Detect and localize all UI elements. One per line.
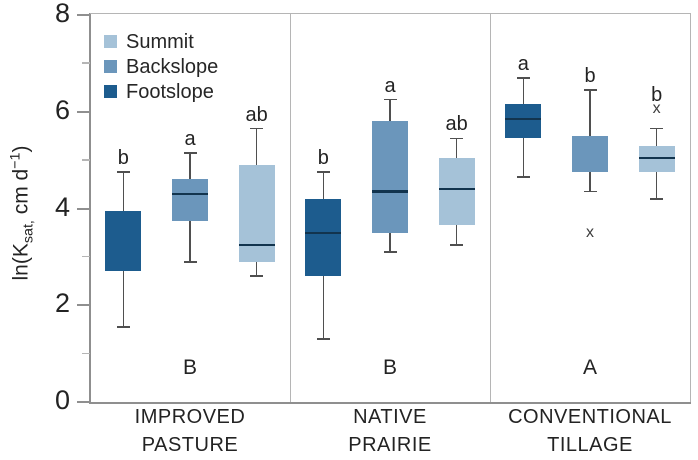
legend-label: Backslope xyxy=(126,55,219,78)
whisker-cap-bottom xyxy=(316,338,330,340)
y-axis-tick xyxy=(77,14,90,16)
legend-label: Footslope xyxy=(126,80,214,103)
whisker-cap-top xyxy=(316,171,330,173)
whisker-cap-top xyxy=(183,152,197,154)
legend-swatch-summit xyxy=(104,35,117,48)
significance-letter: ab xyxy=(245,103,268,126)
y-axis-tick xyxy=(77,401,90,403)
box-footslope xyxy=(505,104,542,139)
whisker-cap-top xyxy=(650,127,664,130)
significance-letter: b xyxy=(117,147,129,170)
y-axis-label-prefix: ln(K xyxy=(9,243,33,281)
whisker-cap-top xyxy=(116,171,130,173)
whisker-cap-top xyxy=(383,98,397,101)
legend-item: Summit xyxy=(104,29,218,54)
box-summit xyxy=(438,157,475,226)
treatment-letter: A xyxy=(582,356,597,379)
y-axis-tick xyxy=(77,207,90,210)
median-line xyxy=(372,190,408,193)
whisker-cap-bottom xyxy=(450,243,464,246)
treatment-letter: B xyxy=(182,356,197,379)
whisker-cap-top xyxy=(450,137,464,140)
x-axis-line xyxy=(89,402,691,404)
whisker-cap-bottom xyxy=(650,198,664,200)
y-axis-minor-tick xyxy=(82,159,90,161)
x-axis-group-label: CONVENTIONAL xyxy=(508,406,672,428)
y-axis-tick-label: 8 xyxy=(54,0,70,28)
legend-item: Backslope xyxy=(104,54,218,79)
significance-letter: a xyxy=(184,127,196,150)
whisker-cap-bottom xyxy=(583,190,597,193)
legend-label: Summit xyxy=(126,30,194,53)
outlier-marker-x: x xyxy=(586,223,594,241)
outlier-marker-x: x xyxy=(652,100,661,118)
median-line xyxy=(305,231,342,234)
whisker-cap-bottom xyxy=(383,251,397,253)
box-backslope xyxy=(572,135,608,173)
significance-letter: b xyxy=(584,64,596,87)
panel-divider xyxy=(490,13,491,402)
y-axis-tick-label: 2 xyxy=(54,288,70,319)
whisker-cap-bottom xyxy=(516,176,530,178)
box-summit xyxy=(238,164,275,262)
x-axis-group-label: PASTURE xyxy=(141,434,239,456)
whisker-cap-bottom xyxy=(183,260,197,263)
significance-letter: b xyxy=(651,84,663,107)
significance-letter: a xyxy=(517,52,529,75)
y-axis-minor-tick xyxy=(82,62,90,64)
legend: Summit Backslope Footslope xyxy=(104,29,218,104)
box-backslope xyxy=(372,121,408,233)
significance-letter: ab xyxy=(445,113,468,136)
median-line xyxy=(638,156,675,159)
x-axis-group-label: IMPROVED xyxy=(134,406,246,428)
panel-divider xyxy=(290,13,291,402)
median-line xyxy=(238,243,275,246)
treatment-letter: B xyxy=(382,356,397,379)
whisker-cap-top xyxy=(250,127,264,130)
y-axis-label-suffix: ) xyxy=(9,145,33,153)
x-axis-group-label: TILLAGE xyxy=(547,434,633,456)
y-axis-tick xyxy=(77,304,90,307)
median-line xyxy=(172,192,208,196)
whisker-cap-bottom xyxy=(250,275,264,278)
y-axis-label-superscript: −1 xyxy=(7,152,24,169)
significance-letter: b xyxy=(317,147,329,170)
box-footslope xyxy=(305,198,342,277)
whisker-cap-bottom xyxy=(116,326,130,328)
x-axis-group-label: PRAIRIE xyxy=(348,434,432,456)
median-line xyxy=(505,117,542,121)
whisker-cap-top xyxy=(583,89,597,91)
y-axis-tick xyxy=(77,110,90,113)
y-axis-minor-tick xyxy=(82,352,90,355)
legend-swatch-footslope xyxy=(104,85,117,98)
median-line xyxy=(438,188,475,191)
x-axis-group-label: NATIVE xyxy=(353,406,427,428)
box-footslope xyxy=(105,210,142,272)
legend-item: Footslope xyxy=(104,79,218,104)
y-axis-tick-label: 4 xyxy=(54,191,70,222)
significance-letter: a xyxy=(384,74,396,97)
legend-swatch-backslope xyxy=(104,60,117,73)
y-axis-tick-label: 6 xyxy=(54,94,70,125)
y-axis-minor-tick xyxy=(82,255,90,258)
y-axis-tick-label: 0 xyxy=(54,385,70,415)
box-backslope xyxy=(172,179,208,221)
plot-frame-top xyxy=(90,13,690,14)
box-summit xyxy=(638,145,675,173)
plot-frame-right xyxy=(690,13,691,402)
y-axis-label-subscript: sat, xyxy=(20,220,37,244)
whisker-cap-top xyxy=(516,77,530,79)
